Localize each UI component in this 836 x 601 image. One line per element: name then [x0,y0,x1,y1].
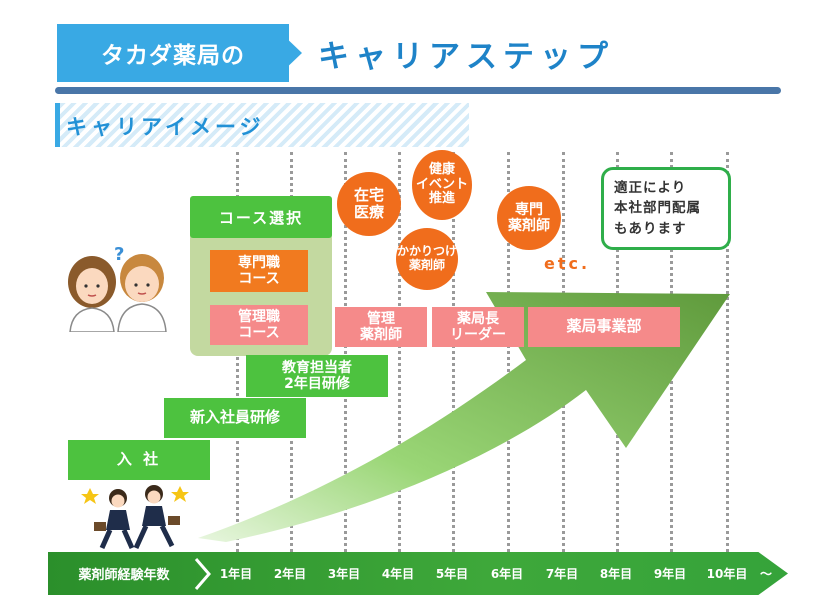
year-label: 7年目 [545,567,579,581]
educator-training-step: 教育担当者 2年目研修 [246,355,388,397]
specialist-course-box: 専門職 コース [210,250,308,292]
store-leader-box: 薬局長 リーダー [432,307,524,347]
year-label: 10年目 [706,567,748,581]
specialist-pharmacist-bubble: 専門 薬剤師 [497,186,561,250]
etc-label: etc. [544,254,591,273]
running-people-illustration-icon [81,485,189,550]
health-event-bubble: 健康 イベント 推進 [412,150,472,220]
page-title: キャリアステップ [318,38,614,75]
year-label: 5年目 [435,567,469,581]
management-course-box: 管理職 コース [210,305,308,345]
home-care-bubble: 在宅 医療 [337,172,401,236]
join-step: 入 社 [68,440,210,480]
experience-timeline [48,552,788,595]
year-label: 3年目 [327,567,361,581]
year-label: 6年目 [490,567,524,581]
year-label: 2年目 [273,567,307,581]
subheading: キャリアイメージ [66,115,265,139]
header-divider [55,87,781,94]
svg-text:?: ? [114,244,124,265]
pharmacy-division-box: 薬局事業部 [528,307,680,347]
header-arrow-icon [280,32,302,74]
year-label: 4年目 [381,567,415,581]
year-label: 9年目 [653,567,687,581]
timeline-chevron-icon [194,558,211,590]
year-gridline [452,152,455,552]
new-employee-training-step: 新入社員研修 [164,398,306,438]
growth-arrow-icon [198,292,730,542]
year-gridline [726,152,729,552]
note-box: 適正により 本社部門配属 もあります [601,167,731,250]
year-gridline [507,152,510,552]
year-gridline [344,152,347,552]
manager-pharmacist-box: 管理 薬剤師 [335,307,427,347]
family-pharmacist-bubble: かかりつけ 薬剤師 [396,228,458,290]
year-label: 1年目 [219,567,253,581]
year-label-tilde: ～ [759,567,772,581]
timeline-label: 薬剤師経験年数 [78,568,170,583]
thinking-people-illustration-icon: ? [68,244,167,332]
year-label: 8年目 [599,567,633,581]
year-gridline [398,152,401,552]
course-select-heading: コース選択 [190,196,332,238]
header-tag: タカダ薬局の [57,24,289,82]
subheading-band [55,103,469,147]
